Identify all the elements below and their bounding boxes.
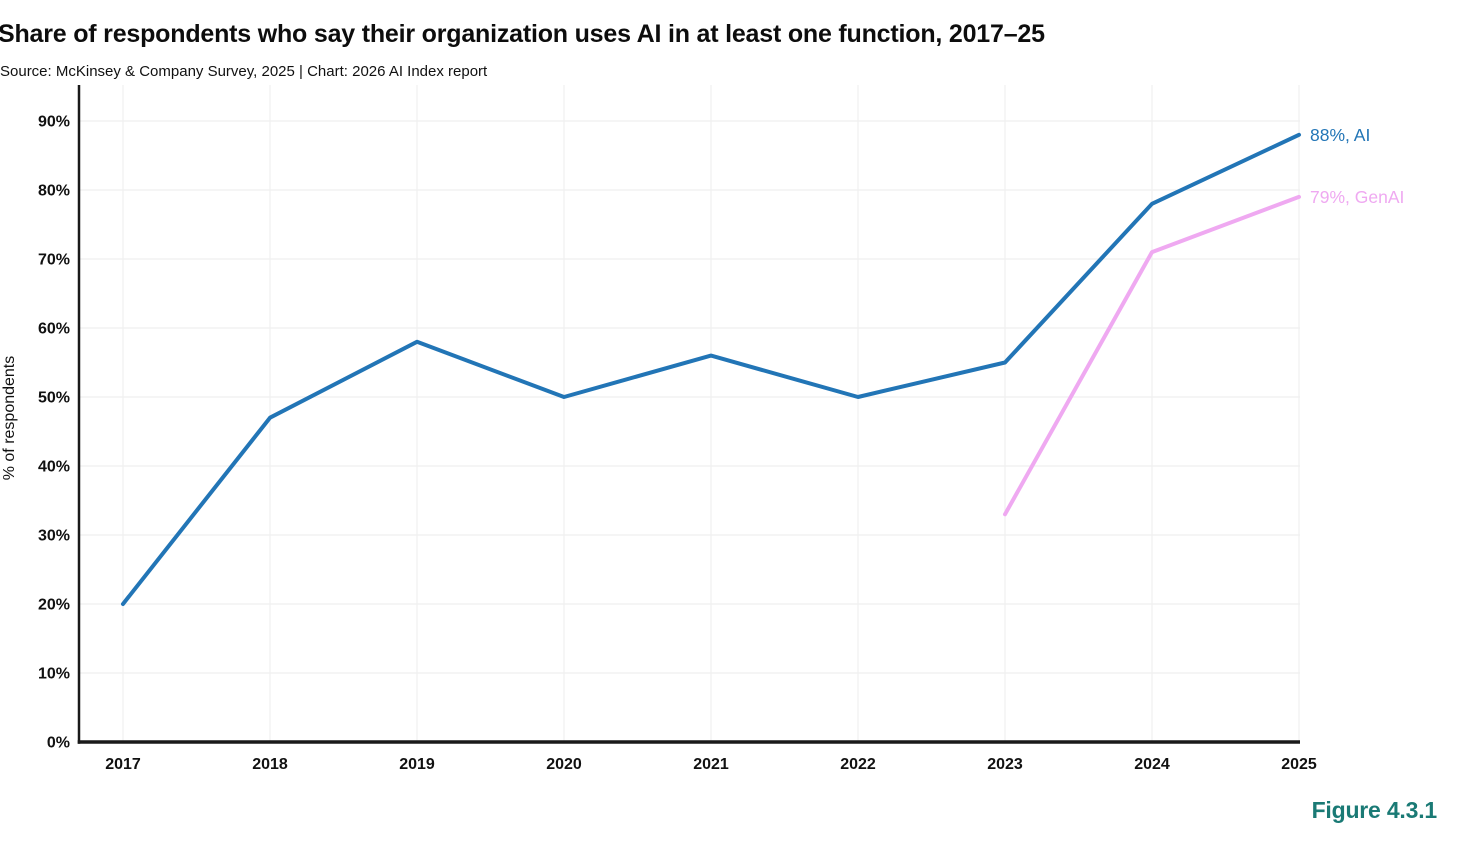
y-tick-label: 80% bbox=[38, 183, 70, 200]
figure-number: Figure 4.3.1 bbox=[1311, 797, 1438, 823]
y-tick-label: 20% bbox=[38, 597, 70, 614]
y-tick-label: 60% bbox=[38, 321, 70, 338]
series-end-label-ai: 88%, AI bbox=[1310, 125, 1370, 145]
x-tick-label: 2020 bbox=[546, 756, 582, 773]
y-tick-label: 50% bbox=[38, 390, 70, 407]
y-tick-label: 40% bbox=[38, 459, 70, 476]
x-tick-label: 2025 bbox=[1281, 756, 1317, 773]
x-tick-label: 2024 bbox=[1134, 756, 1170, 773]
chart-source: Source: McKinsey & Company Survey, 2025 … bbox=[0, 63, 488, 80]
y-tick-label: 70% bbox=[38, 252, 70, 269]
series-end-label-genai: 79%, GenAI bbox=[1310, 187, 1404, 207]
x-tick-label: 2019 bbox=[399, 756, 435, 773]
ai-line bbox=[121, 132, 1301, 606]
y-tick-label: 30% bbox=[38, 528, 70, 545]
x-tick-label: 2017 bbox=[105, 756, 141, 773]
y-tick-label: 0% bbox=[47, 735, 70, 752]
y-tick-label: 90% bbox=[38, 114, 70, 131]
x-tick-label: 2018 bbox=[252, 756, 288, 773]
x-tick-label: 2021 bbox=[693, 756, 729, 773]
chart-title: Share of respondents who say their organ… bbox=[0, 20, 1045, 48]
genai-line bbox=[1003, 194, 1301, 517]
x-tick-label: 2022 bbox=[840, 756, 876, 773]
x-tick-label: 2023 bbox=[987, 756, 1023, 773]
y-tick-label: 10% bbox=[38, 666, 70, 683]
